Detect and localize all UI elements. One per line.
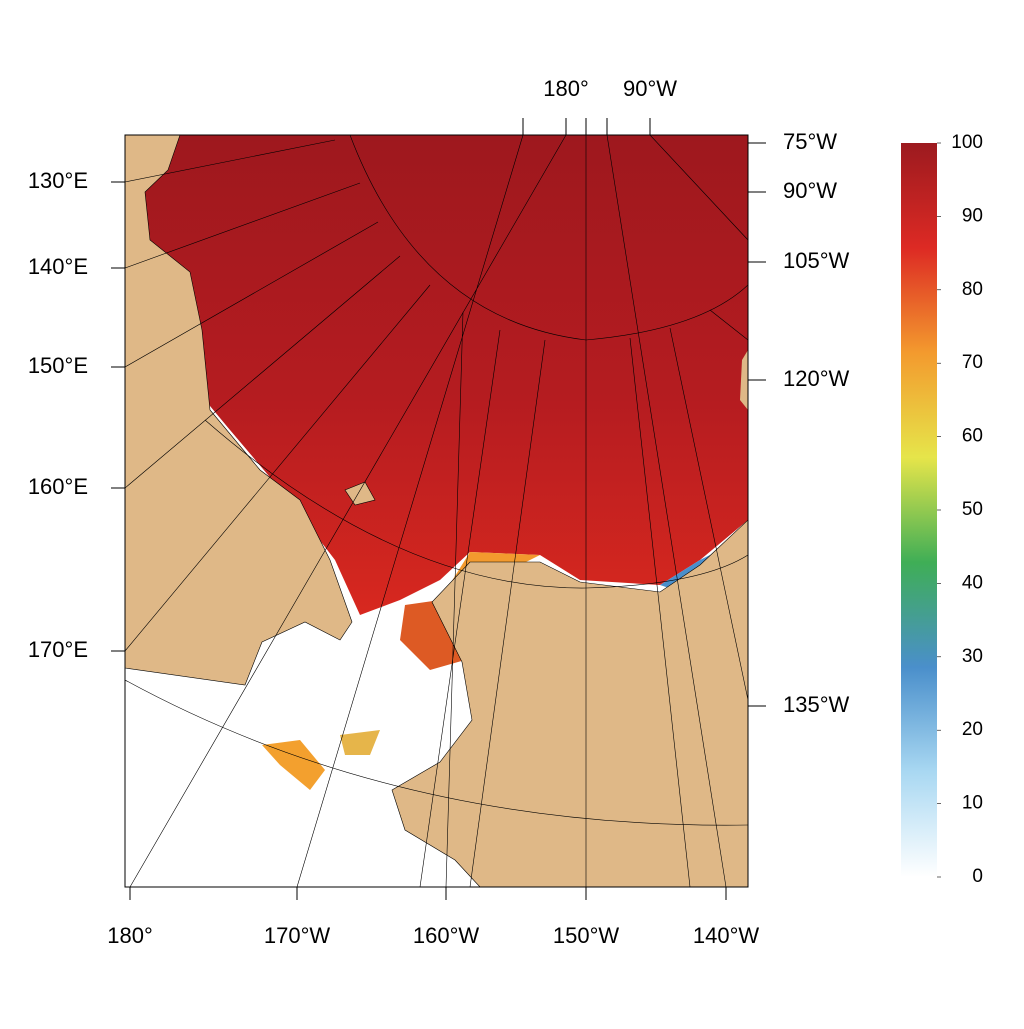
colorbar-tick-label: 20 bbox=[962, 719, 983, 740]
left-label: 150°E bbox=[28, 353, 88, 378]
right-label: 90°W bbox=[783, 178, 837, 203]
left-label: 130°E bbox=[28, 168, 88, 193]
colorbar-tick-label: 50 bbox=[962, 499, 983, 520]
colorbar-tick-label: 90 bbox=[962, 205, 983, 226]
graticule bbox=[204, 419, 748, 589]
bottom-label: 180° bbox=[107, 923, 153, 948]
colorbar-tick-label: 70 bbox=[962, 352, 983, 373]
top-label: 90°W bbox=[623, 76, 677, 101]
right-label: 120°W bbox=[783, 366, 850, 391]
land-alaska bbox=[391, 519, 748, 887]
colorbar-tick-label: 80 bbox=[962, 279, 983, 300]
bottom-label: 140°W bbox=[693, 923, 760, 948]
left-label: 160°E bbox=[28, 474, 88, 499]
right-label: 105°W bbox=[783, 248, 850, 273]
sea-ice-edge bbox=[262, 740, 325, 790]
right-label: 75°W bbox=[783, 129, 837, 154]
sea-ice bbox=[125, 135, 748, 615]
colorbar-tick-label: 40 bbox=[962, 572, 983, 593]
left-label: 170°E bbox=[28, 637, 88, 662]
bottom-label: 170°W bbox=[264, 923, 331, 948]
graticule bbox=[125, 679, 748, 826]
colorbar-tick-label: 10 bbox=[962, 793, 983, 814]
bottom-label: 150°W bbox=[553, 923, 620, 948]
graticule bbox=[349, 135, 748, 341]
map-area bbox=[125, 135, 748, 887]
top-label: 180° bbox=[543, 76, 589, 101]
bottom-label: 160°W bbox=[413, 923, 480, 948]
sea-ice-edge bbox=[340, 730, 380, 755]
colorbar-tick-label: 30 bbox=[962, 646, 983, 667]
left-label: 140°E bbox=[28, 254, 88, 279]
land-siberia bbox=[125, 135, 353, 686]
colorbar-tick-label: 0 bbox=[972, 866, 983, 887]
colorbar-tick-label: 100 bbox=[951, 132, 983, 153]
right-label: 135°W bbox=[783, 692, 850, 717]
sea-ice-edge bbox=[400, 600, 465, 670]
graticule bbox=[125, 135, 748, 887]
map-frame bbox=[124, 134, 749, 888]
land-canada bbox=[740, 350, 748, 410]
colorbar-tick-label: 60 bbox=[962, 426, 983, 447]
wrangel-island bbox=[344, 481, 376, 506]
colorbar bbox=[901, 143, 937, 877]
